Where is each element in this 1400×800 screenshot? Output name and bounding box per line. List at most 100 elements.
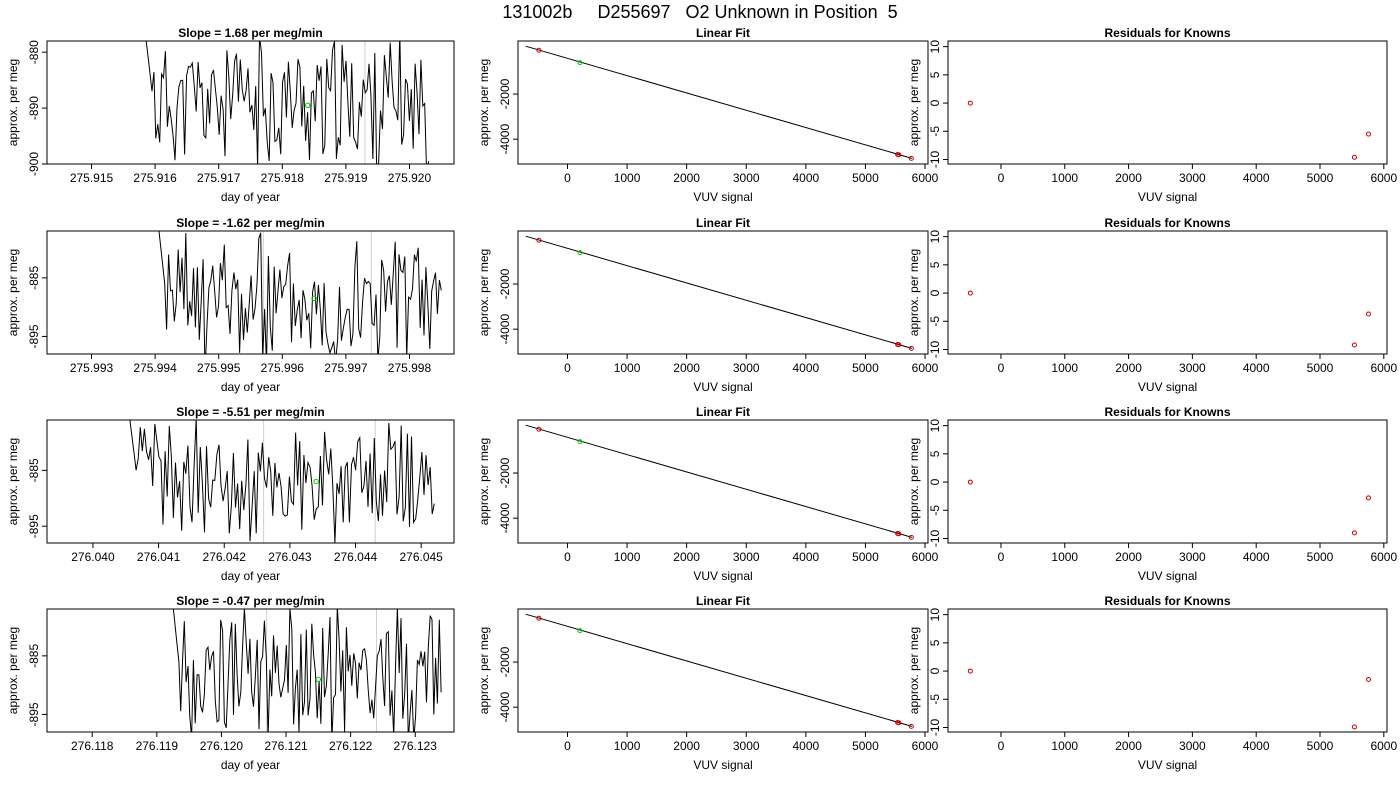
- residual-point: [1365, 311, 1371, 317]
- y-tick-label: -885: [27, 266, 41, 290]
- y-tick-label: 10: [928, 419, 942, 433]
- x-tick-label: 0: [998, 739, 1005, 753]
- y-axis-label: approx. per meg: [907, 438, 921, 525]
- plot-area: [172, 609, 442, 732]
- chart-panel-11: Linear Fit 0 1000 2000 3000 4000 5000 6000 -4000…: [477, 594, 939, 772]
- x-tick-label: 4000: [792, 361, 819, 375]
- x-tick-label: 0: [998, 171, 1005, 185]
- x-tick-label: 6000: [912, 171, 939, 185]
- x-tick-label: 276.119: [136, 739, 179, 753]
- x-tick-label: 3000: [1179, 361, 1206, 375]
- x-tick-label: 3000: [1179, 739, 1206, 753]
- plot-frame: [947, 40, 1388, 165]
- x-axis-label: VUV signal: [693, 569, 752, 583]
- y-axis-label: approx. per meg: [477, 249, 491, 336]
- fit-line: [525, 235, 913, 349]
- y-axis-label: approx. per meg: [907, 59, 921, 146]
- y-axis-label: approx. per meg: [477, 438, 491, 525]
- y-tick-label: -890: [27, 96, 41, 120]
- y-axis-label: approx. per meg: [907, 627, 921, 714]
- x-tick-label: 276.123: [394, 739, 438, 753]
- x-axis-label: day of year: [221, 380, 280, 394]
- unknown-marker: [311, 295, 317, 302]
- x-tick-label: 275.995: [197, 361, 241, 375]
- y-axis-label: approx. per meg: [477, 59, 491, 146]
- y-tick-label: 5: [928, 639, 942, 646]
- x-tick-label: 0: [564, 171, 571, 185]
- plot-frame: [46, 40, 455, 165]
- data-series-line: [172, 609, 442, 732]
- x-axis-label: VUV signal: [1138, 190, 1197, 204]
- chart-title: Linear Fit: [696, 405, 750, 419]
- residual-point: [1351, 154, 1357, 160]
- y-axis-label: approx. per meg: [6, 249, 20, 336]
- x-tick-label: 276.042: [203, 550, 247, 564]
- plot-frame: [517, 608, 929, 733]
- x-tick-label: 1000: [614, 739, 641, 753]
- x-tick-label: 6000: [1370, 361, 1397, 375]
- known-point: [908, 723, 914, 729]
- x-tick-label: 6000: [1370, 171, 1397, 185]
- residual-point: [967, 290, 973, 296]
- chart-panel-2: Linear Fit 0 1000 2000 3000 4000 5000 6000 -4000…: [477, 26, 939, 204]
- known-point: [536, 615, 542, 621]
- x-tick-label: 275.915: [70, 171, 114, 185]
- residual-point: [1365, 677, 1371, 683]
- chart-title: Slope = -5.51 per meg/min: [176, 405, 324, 419]
- x-tick-label: 1000: [1051, 171, 1078, 185]
- plot-frame: [517, 40, 929, 165]
- x-axis-label: VUV signal: [693, 190, 752, 204]
- plot-frame: [517, 419, 929, 544]
- x-tick-label: 276.045: [399, 550, 443, 564]
- plot-frame: [947, 230, 1388, 355]
- known-point: [536, 426, 542, 432]
- unknown-marker: [313, 478, 319, 485]
- x-tick-label: 275.917: [197, 171, 241, 185]
- y-tick-label: -2000: [498, 457, 512, 488]
- y-tick-label: 10: [928, 230, 942, 244]
- x-tick-label: 2000: [1115, 739, 1142, 753]
- y-tick-label: -10: [928, 340, 942, 358]
- y-tick-label: -10: [928, 150, 942, 168]
- y-tick-label: -10: [928, 718, 942, 736]
- known-point: [896, 531, 902, 537]
- y-tick-label: 5: [928, 261, 942, 268]
- x-tick-label: 5000: [852, 550, 879, 564]
- unknown-point: [577, 250, 583, 256]
- residual-point: [967, 668, 973, 674]
- y-tick-label: -895: [27, 702, 41, 726]
- y-tick-label: -895: [27, 324, 41, 348]
- known-point: [896, 720, 902, 726]
- x-axis-label: VUV signal: [1138, 758, 1197, 772]
- x-tick-label: 5000: [852, 361, 879, 375]
- fit-line: [525, 45, 913, 159]
- x-tick-label: 1000: [614, 171, 641, 185]
- x-tick-label: 6000: [912, 361, 939, 375]
- plot-area: [967, 290, 1371, 348]
- residual-point: [1351, 724, 1357, 730]
- chart-panel-7: Slope = -5.51 per meg/min 276.040 276.041 2…: [6, 405, 455, 583]
- residual-point: [1365, 131, 1371, 137]
- x-tick-label: 275.919: [324, 171, 368, 185]
- x-axis-label: day of year: [221, 569, 280, 583]
- y-tick-label: -10: [928, 529, 942, 547]
- x-tick-label: 4000: [1243, 171, 1270, 185]
- plot-frame: [46, 608, 455, 733]
- residual-point: [1365, 495, 1371, 501]
- x-tick-label: 4000: [1243, 550, 1270, 564]
- known-point: [896, 342, 902, 348]
- x-tick-label: 5000: [1307, 171, 1334, 185]
- plot-area: [145, 41, 430, 164]
- x-tick-label: 275.996: [261, 361, 305, 375]
- fit-line: [525, 424, 913, 538]
- chart-panel-4: Slope = -1.62 per meg/min 275.993 275.994 2…: [6, 216, 455, 394]
- plot-area: [967, 668, 1371, 730]
- y-tick-label: -5: [928, 126, 942, 137]
- x-tick-label: 2000: [673, 361, 700, 375]
- plot-area: [129, 420, 435, 543]
- y-axis-label: approx. per meg: [907, 249, 921, 336]
- residual-point: [967, 479, 973, 485]
- x-tick-label: 1000: [1051, 361, 1078, 375]
- x-tick-label: 2000: [1115, 171, 1142, 185]
- x-tick-label: 4000: [1243, 739, 1270, 753]
